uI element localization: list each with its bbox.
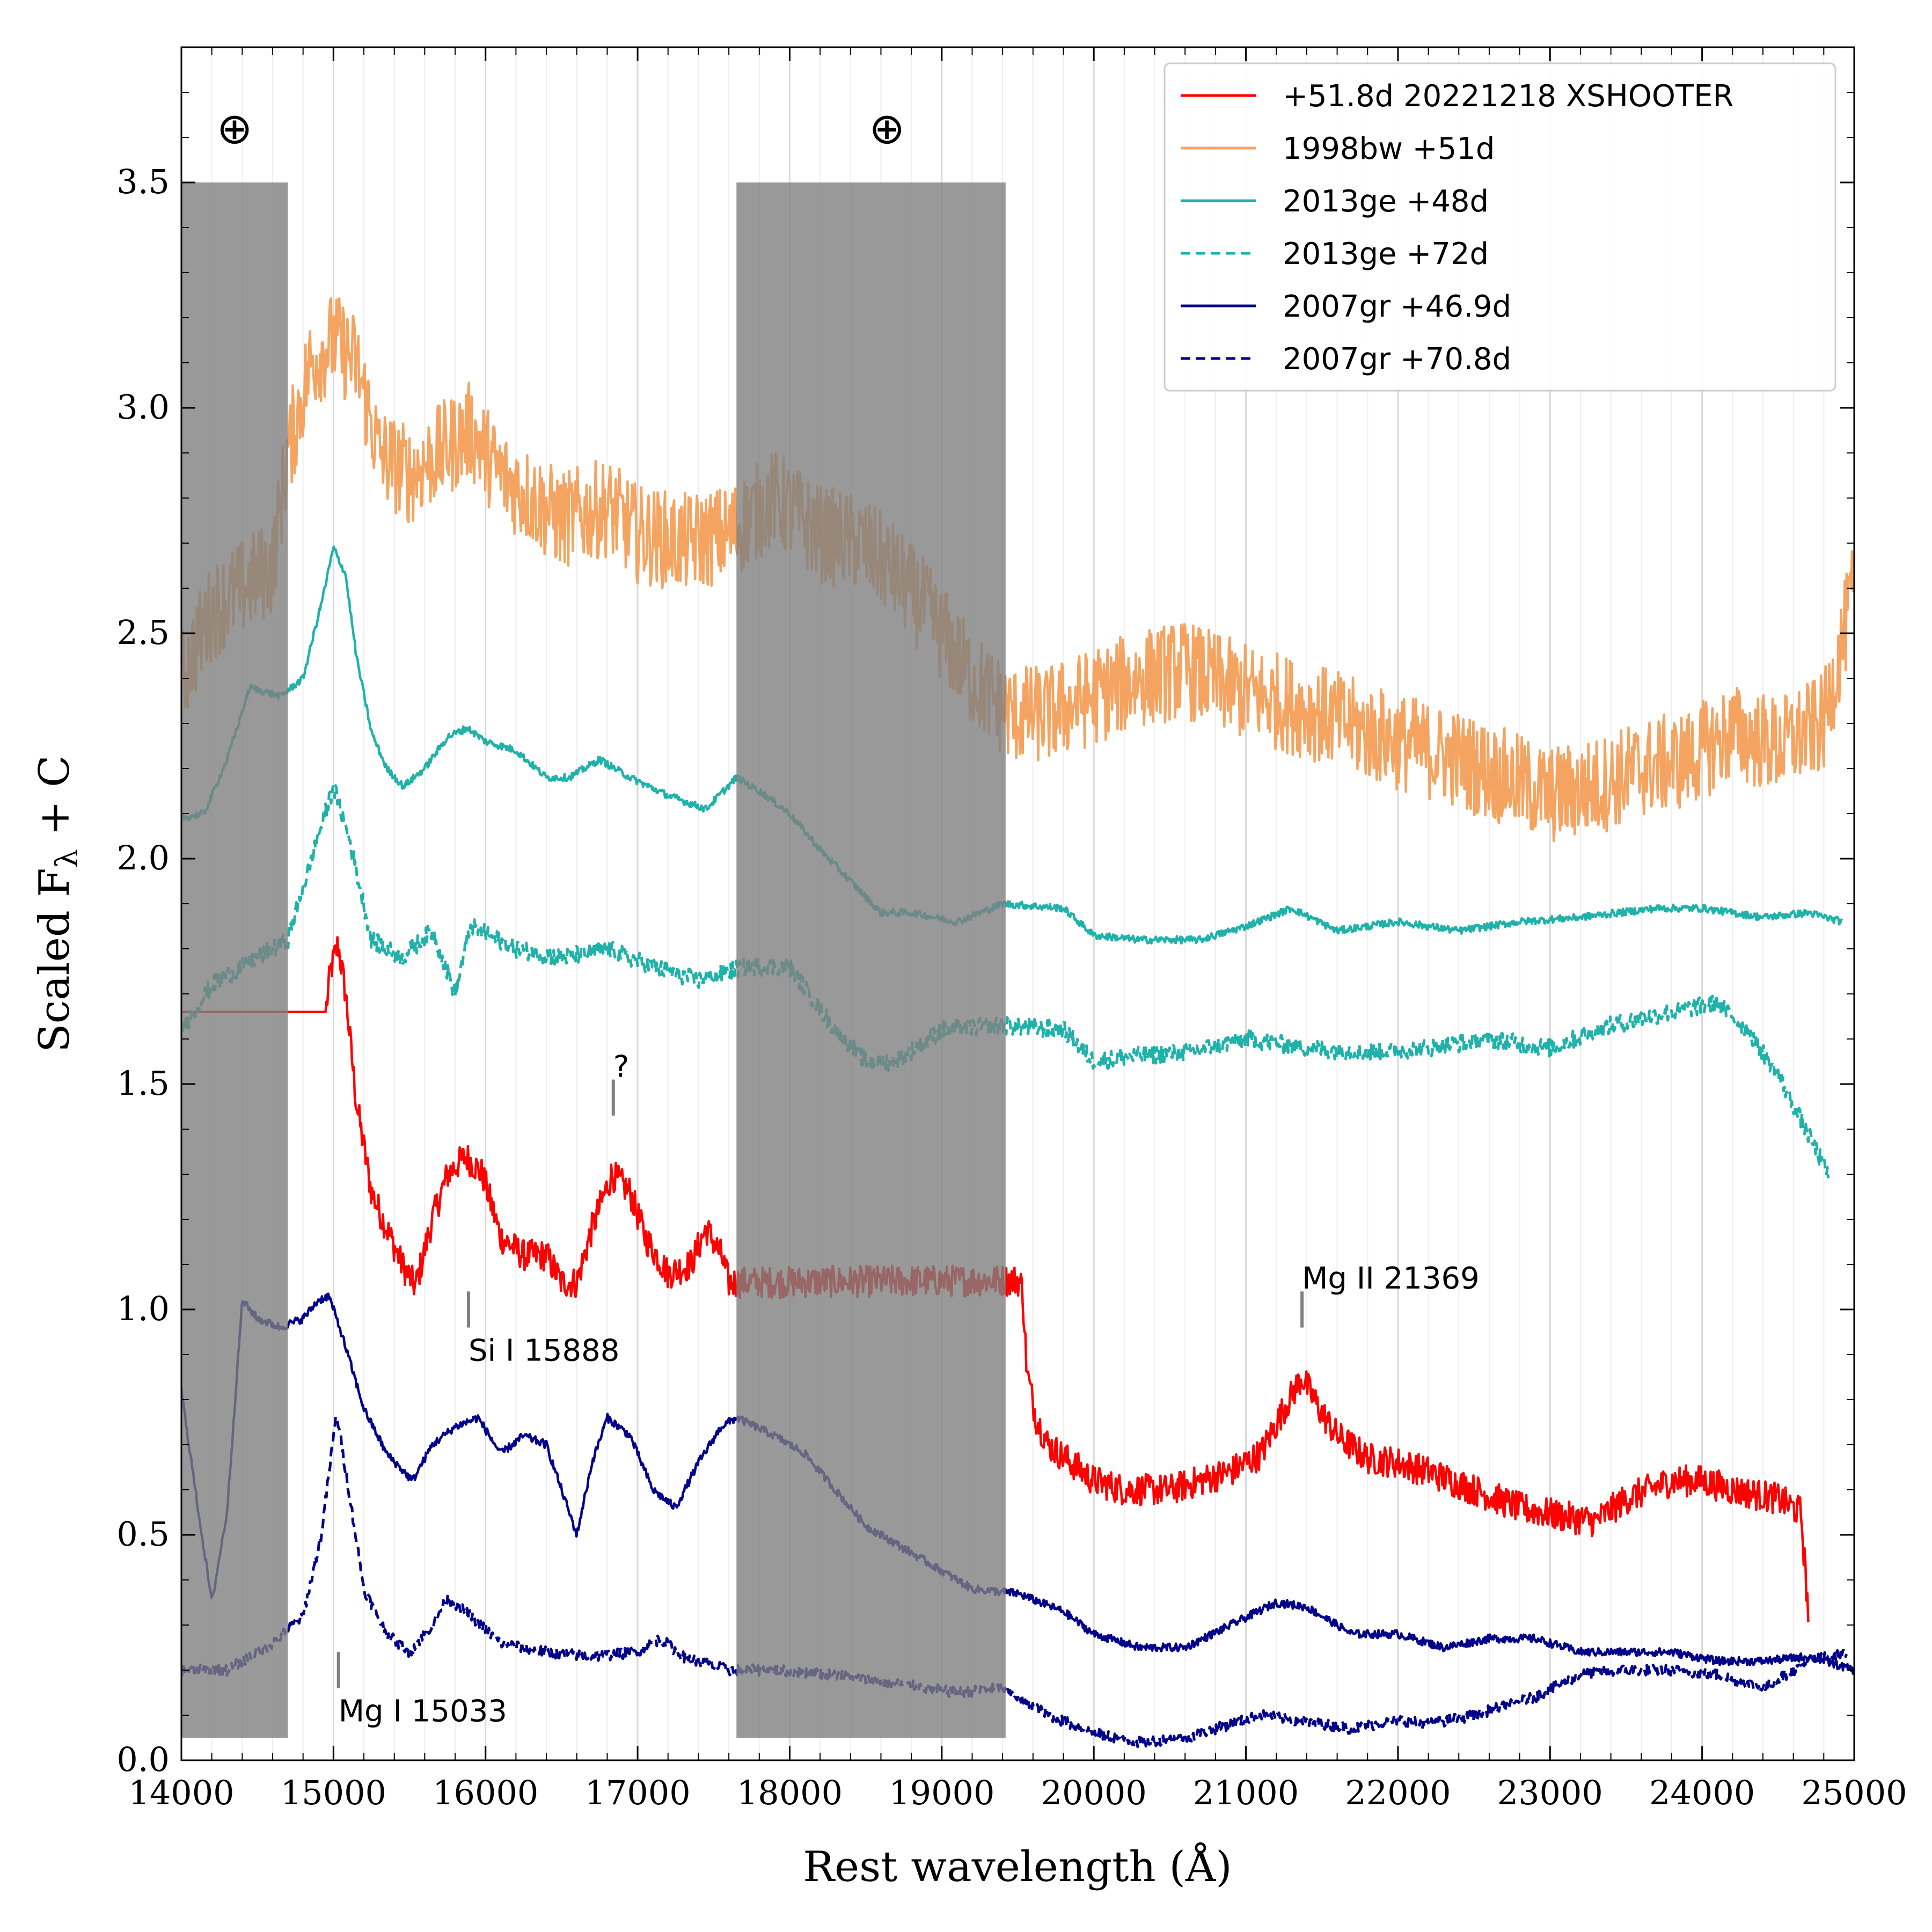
legend-label-3: 2013ge +72d xyxy=(1283,237,1489,272)
annotation-label-0: Mg I 15033 xyxy=(339,1694,507,1729)
y-tick-label: 2.5 xyxy=(116,613,170,652)
x-axis-title: Rest wavelength (Å) xyxy=(803,1842,1232,1891)
x-tick-label: 20000 xyxy=(1041,1773,1147,1812)
legend-box xyxy=(1163,62,1836,392)
y-tick-label: 3.5 xyxy=(116,162,170,201)
y-tick-label: 1.5 xyxy=(116,1064,170,1103)
telluric-band-0 xyxy=(181,182,288,1738)
y-tick-label: 0.5 xyxy=(116,1514,170,1554)
legend-label-2: 2013ge +48d xyxy=(1283,184,1489,219)
y-tick-label: 2.0 xyxy=(116,838,170,877)
annotation-label-3: Mg II 21369 xyxy=(1302,1261,1480,1296)
y-tick-label: 1.0 xyxy=(116,1289,170,1328)
y-axis-title-subscript: λ xyxy=(50,849,85,868)
axis-ticks: 14000 15000 16000 17000 18000 19000 20000 21000… xyxy=(116,47,1907,1812)
legend: +51.8d 20221218 XSHOOTER 1998bw +51d 2013g… xyxy=(1163,62,1836,392)
x-tick-label: 24000 xyxy=(1649,1773,1755,1812)
x-tick-label: 21000 xyxy=(1193,1773,1299,1812)
x-tick-label: 19000 xyxy=(889,1773,994,1812)
series-line-2 xyxy=(181,545,1843,945)
x-tick-label: 25000 xyxy=(1801,1773,1907,1812)
y-axis-title-prefix: Scaled F xyxy=(31,868,79,1052)
x-tick-label: 23000 xyxy=(1497,1773,1603,1812)
x-tick-label: 15000 xyxy=(281,1773,386,1812)
telluric-bands: ⊕ ⊕ xyxy=(181,104,1006,1738)
annotation-label-1: Si I 15888 xyxy=(469,1334,619,1368)
series-line-1 xyxy=(181,297,1854,843)
line-annotations: Mg I 15033 Si I 15888? Mg II 21369 xyxy=(336,1049,1480,1729)
legend-label-5: 2007gr +70.8d xyxy=(1283,342,1511,377)
legend-label-0: +51.8d 20221218 XSHOOTER xyxy=(1283,79,1733,114)
legend-label-4: 2007gr +46.9d xyxy=(1283,289,1511,324)
x-tick-label: 14000 xyxy=(128,1773,234,1812)
x-tick-label: 17000 xyxy=(584,1773,690,1812)
x-tick-label: 22000 xyxy=(1345,1773,1451,1812)
y-axis-title-suffix: + C xyxy=(31,755,79,849)
telluric-band-1 xyxy=(736,182,1006,1738)
y-tick-label: 0.0 xyxy=(116,1740,170,1779)
annotation-label-2: ? xyxy=(613,1049,630,1084)
earth-symbol-icon: ⊕ xyxy=(869,104,905,153)
x-tick-label: 16000 xyxy=(433,1773,538,1812)
earth-symbol-icon: ⊕ xyxy=(217,104,253,153)
legend-label-1: 1998bw +51d xyxy=(1283,131,1495,166)
series-line-5 xyxy=(181,1415,1848,1748)
y-axis-title: Scaled Fλ + C xyxy=(31,755,85,1052)
series-line-4 xyxy=(181,1292,1854,1675)
y-tick-label: 3.0 xyxy=(116,387,170,427)
x-tick-label: 18000 xyxy=(737,1773,843,1812)
